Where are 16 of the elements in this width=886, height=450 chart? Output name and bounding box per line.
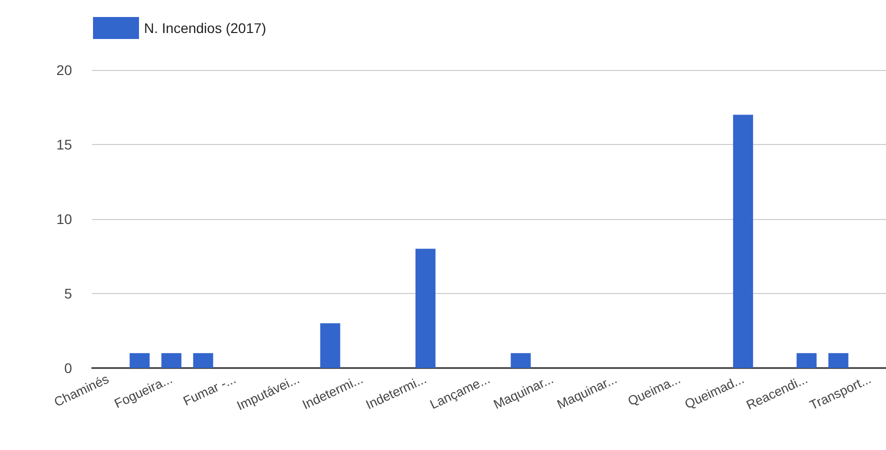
y-tick-label: 20 bbox=[56, 62, 72, 78]
bar bbox=[320, 323, 340, 368]
bar bbox=[130, 353, 150, 368]
y-tick-label: 10 bbox=[56, 211, 72, 227]
legend-label: N. Incendios (2017) bbox=[144, 20, 266, 36]
x-tick-label: Fumar -... bbox=[180, 371, 238, 409]
bar bbox=[510, 353, 531, 368]
y-tick-label: 5 bbox=[64, 286, 72, 302]
bar bbox=[796, 353, 817, 368]
y-tick-label: 15 bbox=[56, 136, 72, 152]
y-tick-label: 0 bbox=[64, 360, 72, 376]
bar bbox=[161, 353, 182, 368]
bar bbox=[415, 248, 436, 368]
bar bbox=[828, 353, 848, 368]
bar bbox=[733, 114, 754, 368]
bar bbox=[193, 353, 214, 368]
